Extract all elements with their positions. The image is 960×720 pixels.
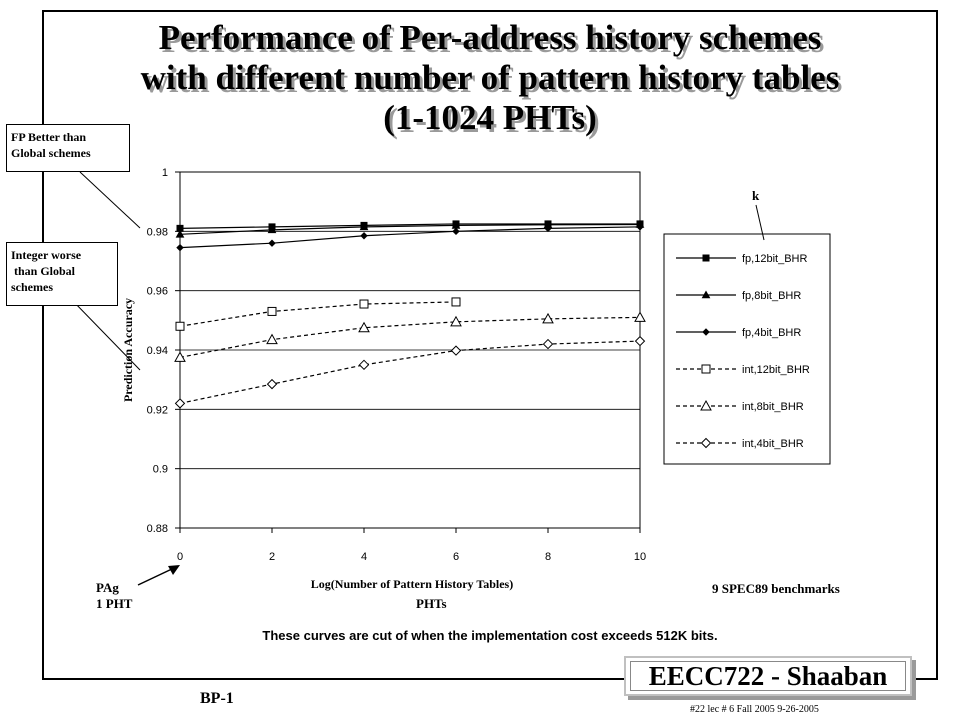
pag-arrow-line <box>137 567 175 586</box>
data-point-s3-3 <box>451 297 461 307</box>
legend-label-4: int,8bit_BHR <box>742 401 804 413</box>
data-point-s1-0 <box>175 229 185 238</box>
title-line-1: Performance of Per-address history schem… <box>158 18 822 57</box>
data-point-s4-1 <box>266 333 278 345</box>
series-line-3 <box>179 301 457 327</box>
legend-label-0: fp,12bit_BHR <box>742 253 807 265</box>
pag-label: PAg 1 PHT <box>96 580 132 612</box>
y-tick-label: 0.88 <box>147 523 168 535</box>
data-point-s1-1 <box>267 225 277 234</box>
footnote: These curves are cut of when the impleme… <box>262 628 718 643</box>
data-point-s1-2 <box>359 222 369 231</box>
callout-int-line-2: than Global <box>11 264 76 278</box>
callout-fp-line-2: Global schemes <box>11 146 91 160</box>
data-point-s3-0 <box>175 321 185 331</box>
y-tick-label: 0.9 <box>153 464 168 476</box>
x-axis-label: Log(Number of Pattern History Tables) <box>311 577 513 591</box>
legend-marker-4 <box>700 399 712 411</box>
series-line-5 <box>179 340 641 404</box>
series-line-2 <box>179 226 641 249</box>
data-point-s2-0 <box>176 243 184 252</box>
data-point-s4-5 <box>634 311 646 322</box>
legend-label-5: int,4bit_BHR <box>742 438 804 450</box>
data-point-s5-5 <box>634 335 646 347</box>
legend-label-2: fp,4bit_BHR <box>742 327 801 339</box>
y-tick-label: 0.94 <box>147 345 168 357</box>
data-point-s5-2 <box>358 359 370 371</box>
legend-box <box>663 233 831 465</box>
int-callout-pointer <box>71 299 141 371</box>
legend-marker-2 <box>702 328 710 336</box>
data-point-s4-2 <box>358 321 370 333</box>
callout-fp-better: FP Better than Global schemes <box>6 124 130 172</box>
x-tick-label: 6 <box>453 551 459 563</box>
phts-label: PHTs <box>416 596 447 611</box>
legend-label-1: fp,8bit_BHR <box>742 290 801 302</box>
legend-marker-0 <box>702 254 710 262</box>
x-tick-label: 10 <box>634 551 646 563</box>
slide-meta: #22 lec # 6 Fall 2005 9-26-2005 <box>690 704 819 715</box>
title-line-2: with different number of pattern history… <box>140 58 840 97</box>
data-point-s4-0 <box>174 351 186 362</box>
callout-int-line-1: Integer worse <box>11 248 82 262</box>
series-line-1 <box>179 223 641 235</box>
data-point-s5-0 <box>174 398 186 409</box>
slide-id: BP-1 <box>200 690 234 707</box>
k-label: k <box>752 188 760 203</box>
callout-int-worse: Integer worse than Global schemes <box>6 242 118 306</box>
data-point-s3-2 <box>359 299 369 309</box>
course-brand: EECC722 - Shaaban <box>624 656 912 696</box>
legend-marker-3 <box>701 364 711 374</box>
data-point-s5-4 <box>542 338 554 350</box>
y-axis-label: Prediction Accuracy <box>121 298 135 402</box>
x-tick-label: 0 <box>177 551 183 563</box>
pag-line-2: 1 PHT <box>96 596 133 611</box>
data-point-s4-3 <box>450 315 462 327</box>
k-pointer-line <box>755 204 765 241</box>
x-tick-label: 2 <box>269 551 275 563</box>
brand-inner-border <box>630 661 906 691</box>
data-point-s2-1 <box>268 239 276 247</box>
series-line-4 <box>179 316 641 359</box>
data-point-s2-2 <box>360 232 368 240</box>
callout-fp-line-1: FP Better than <box>11 130 87 144</box>
title-line-3: (1-1024 PHTs) <box>383 98 597 137</box>
data-point-s5-1 <box>266 378 278 390</box>
slide-title: Performance of Per-address history schem… <box>42 18 938 138</box>
legend-marker-5 <box>700 437 712 449</box>
brand-text: EECC722 - Shaaban <box>648 661 888 691</box>
fp-callout-pointer <box>79 171 141 229</box>
benchmarks-label: 9 SPEC89 benchmarks <box>712 581 840 596</box>
y-tick-label: 0.92 <box>147 404 168 416</box>
data-point-s2-3 <box>452 227 460 236</box>
pag-arrow-head <box>168 565 180 575</box>
y-tick-label: 0.98 <box>147 226 168 238</box>
callout-int-line-3: schemes <box>11 280 53 294</box>
legend-marker-1 <box>701 290 711 299</box>
legend-label-3: int,12bit_BHR <box>742 364 810 376</box>
data-point-s2-5 <box>636 223 644 231</box>
x-tick-label: 4 <box>361 551 367 563</box>
series-line-0 <box>179 223 640 229</box>
data-point-s3-1 <box>267 306 277 316</box>
data-point-s4-4 <box>542 312 554 324</box>
data-point-s5-3 <box>450 345 462 356</box>
pag-line-1: PAg <box>96 580 119 595</box>
data-point-s2-4 <box>544 224 552 233</box>
y-tick-label: 0.96 <box>147 286 168 298</box>
y-tick-label: 1 <box>162 167 168 179</box>
x-tick-label: 8 <box>545 551 551 563</box>
slide-frame <box>42 10 938 680</box>
